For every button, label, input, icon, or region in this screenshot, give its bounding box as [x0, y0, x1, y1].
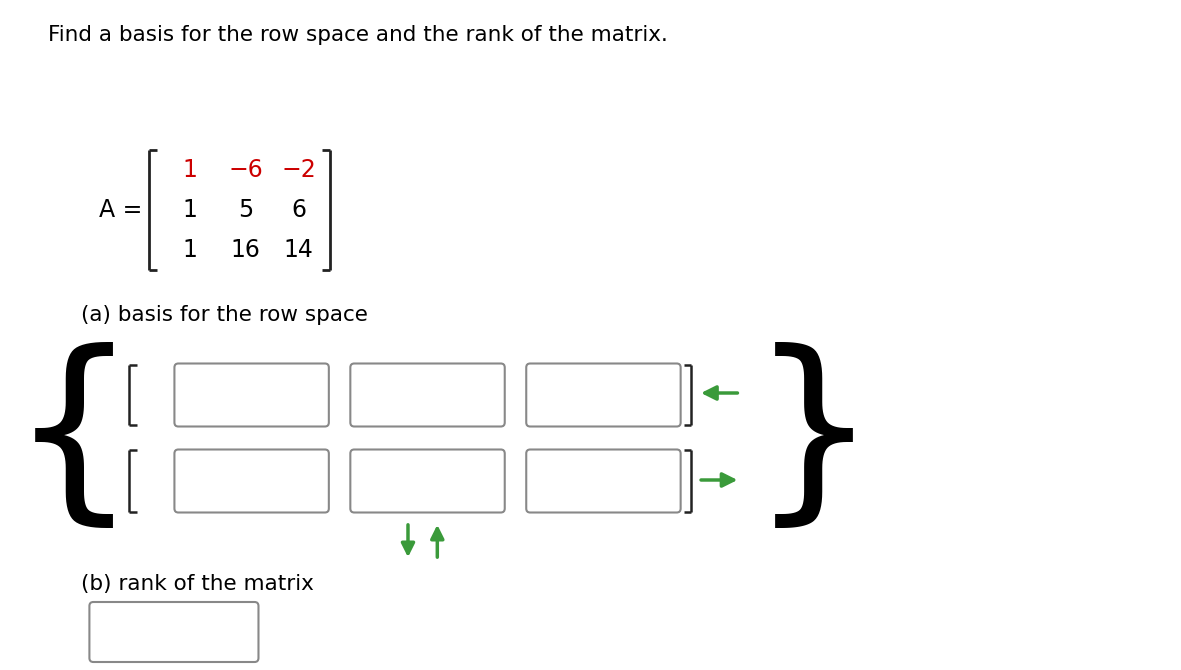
FancyBboxPatch shape	[175, 364, 328, 427]
FancyBboxPatch shape	[351, 364, 504, 427]
Text: }: }	[750, 342, 877, 537]
Text: 14: 14	[283, 238, 313, 262]
Text: {: {	[9, 342, 138, 537]
Text: (a) basis for the row space: (a) basis for the row space	[80, 305, 367, 325]
FancyBboxPatch shape	[527, 364, 680, 427]
FancyBboxPatch shape	[527, 450, 680, 513]
Text: 1: 1	[183, 198, 197, 222]
Text: 1: 1	[183, 238, 197, 262]
Text: Find a basis for the row space and the rank of the matrix.: Find a basis for the row space and the r…	[48, 25, 668, 45]
Text: 1: 1	[183, 158, 197, 182]
Text: 5: 5	[239, 198, 254, 222]
Text: A =: A =	[99, 198, 142, 222]
Text: 6: 6	[291, 198, 306, 222]
Text: (b) rank of the matrix: (b) rank of the matrix	[80, 574, 313, 594]
FancyBboxPatch shape	[351, 450, 504, 513]
Text: 16: 16	[230, 238, 261, 262]
Text: −6: −6	[228, 158, 263, 182]
FancyBboxPatch shape	[90, 602, 259, 662]
Text: −2: −2	[281, 158, 315, 182]
FancyBboxPatch shape	[175, 450, 328, 513]
